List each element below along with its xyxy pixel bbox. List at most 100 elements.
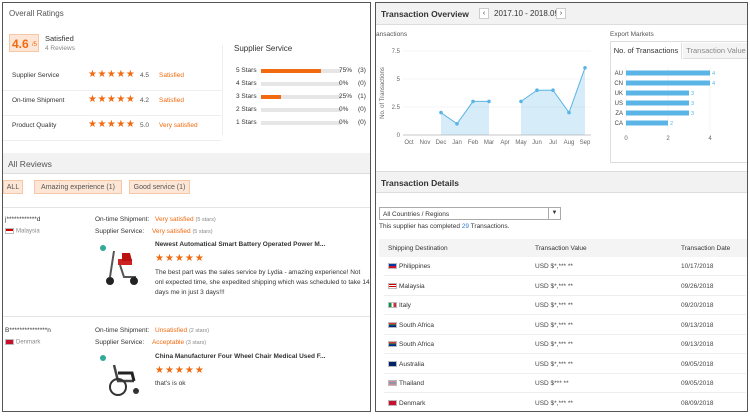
data-point[interactable] <box>535 88 539 92</box>
y-tick-label: 5 <box>397 77 401 83</box>
distribution-percent: 25% <box>339 93 353 100</box>
data-point[interactable] <box>567 110 571 115</box>
service-stars: (3 stars) <box>185 340 207 346</box>
product-title[interactable]: China Manufacturer Four Wheel Chair Medi… <box>155 353 326 360</box>
distribution-count: (3) <box>358 67 366 74</box>
destination-name: Malaysia <box>399 282 425 290</box>
x-tick-label: Oct <box>404 140 414 146</box>
product-title[interactable]: Newest Automatical Smart Battery Operate… <box>155 241 326 248</box>
y-tick-label: 2.5 <box>392 105 401 111</box>
distribution-count: (1) <box>358 93 366 100</box>
ontime-stars: (2 stars) <box>188 328 210 334</box>
area-fill <box>521 67 585 135</box>
ontime-label: On-time Shipment: <box>95 216 150 223</box>
table-row[interactable]: Thailand USD $*** ** 09/05/2018 <box>384 374 746 393</box>
details-header: Transaction Details <box>376 171 747 193</box>
destination-cell: Australia <box>388 361 424 368</box>
review-item: B***************n Denmark On-time Shipme… <box>3 317 370 411</box>
table-row[interactable]: South Africa USD $*,*** ** 09/13/2018 <box>384 316 746 335</box>
table-row[interactable]: South Africa USD $*,*** ** 09/13/2018 <box>384 335 746 354</box>
destination-name: Italy <box>399 302 411 309</box>
x-tick-label: Mar <box>484 140 494 146</box>
table-header: Shipping Destination Transaction Value T… <box>379 239 747 257</box>
rating-row: On-time Shipment ★★★★★ 4.2 Satisfied <box>3 92 221 116</box>
distribution-count: (0) <box>358 119 366 126</box>
category-label: UK <box>615 91 623 97</box>
chevron-left-icon[interactable]: ‹ <box>479 8 489 19</box>
tab-transaction-value[interactable]: Transaction Value <box>683 43 747 59</box>
area-chart-title: ansactions <box>376 31 408 38</box>
all-reviews-header: All Reviews <box>3 153 370 174</box>
divider <box>3 207 370 208</box>
data-point[interactable] <box>551 88 555 92</box>
review-text: The best part was the sales service by L… <box>155 269 370 296</box>
transaction-date: 09/26/2018 <box>681 282 714 290</box>
data-point[interactable] <box>471 99 475 104</box>
product-thumbnail[interactable] <box>96 241 146 291</box>
y-tick-label: 7.5 <box>392 49 401 55</box>
data-point[interactable] <box>439 110 443 115</box>
ontime-label: On-time Shipment: <box>95 327 150 334</box>
distribution-count: (0) <box>358 106 366 113</box>
filter-all-button[interactable]: ALL <box>3 180 23 194</box>
distribution-bar <box>261 95 341 99</box>
distribution-bar <box>261 121 341 125</box>
country-filter-select[interactable]: All Countries / Regions ▼ <box>379 207 561 220</box>
data-point[interactable] <box>519 99 523 104</box>
y-axis-label: No. of Transactions <box>380 67 386 119</box>
table-row[interactable]: Philippines USD $*,*** ** 10/17/2018 <box>384 257 746 276</box>
bar[interactable] <box>626 100 689 106</box>
distribution-percent: 0% <box>339 119 349 126</box>
table-row[interactable]: Malaysia USD $*,*** ** 09/26/2018 <box>384 277 746 296</box>
transaction-date: 09/05/2018 <box>681 380 714 387</box>
scooter-icon <box>100 245 138 285</box>
tab-number-of-transactions[interactable]: No. of Transactions <box>611 43 682 59</box>
review-rating-stars: ★★★★★ <box>155 365 205 376</box>
bar[interactable] <box>626 120 668 126</box>
bar-value-label: 3 <box>691 111 694 117</box>
filter-good-service-button[interactable]: Good service (1) <box>129 180 190 194</box>
data-point[interactable] <box>583 66 587 70</box>
transaction-value: USD $*,*** ** <box>535 341 573 348</box>
transactions-panel: Transaction Overview ‹ 2017.10 - 2018.09… <box>375 2 748 412</box>
score-value: 4.6 <box>12 37 29 51</box>
bar[interactable] <box>626 70 710 76</box>
table-row[interactable]: Italy USD $*,*** ** 09/20/2018 <box>384 296 746 315</box>
rating-label: Product Quality <box>12 122 57 129</box>
flag-icon <box>388 360 397 367</box>
column-header-date: Transaction Date <box>681 245 731 252</box>
chevron-down-icon[interactable]: ▼ <box>548 208 560 219</box>
bar[interactable] <box>626 110 689 116</box>
chevron-right-icon[interactable]: › <box>556 8 566 19</box>
distribution-bar <box>261 108 341 112</box>
bar-value-label: 2 <box>670 121 673 127</box>
distribution-label: 5 Stars <box>236 67 257 74</box>
score-box: 4.6 /5 <box>9 34 39 52</box>
series-line <box>440 100 489 125</box>
export-markets-title: Export Markets <box>610 31 654 38</box>
score-suffix: /5 <box>32 42 38 48</box>
rating-row: Product Quality ★★★★★ 5.0 Very satisfied <box>3 117 221 141</box>
distribution-label: 2 Stars <box>236 106 257 113</box>
date-range[interactable]: 2017.10 - 2018.09 <box>494 9 559 18</box>
table-row[interactable]: Australia USD $*,*** ** 09/05/2018 <box>384 355 746 374</box>
country-label: Malaysia <box>16 228 40 235</box>
table-row[interactable]: Denmark USD $*,*** ** 08/09/2018 <box>384 394 746 412</box>
distribution-count: (0) <box>358 80 366 87</box>
review-count: 4 Reviews <box>45 45 75 52</box>
rating-status: Very satisfied <box>159 122 198 129</box>
transaction-date: 08/09/2018 <box>681 399 714 407</box>
product-thumbnail[interactable] <box>96 351 146 401</box>
review-rating-stars: ★★★★★ <box>155 253 205 264</box>
distribution-label: 3 Stars <box>236 93 257 100</box>
completed-count[interactable]: 29 <box>461 223 469 230</box>
category-label: ZA <box>615 111 623 117</box>
data-point[interactable] <box>455 122 459 126</box>
rating-label: Supplier Service <box>12 72 60 79</box>
data-point[interactable] <box>487 99 491 104</box>
bar-value-label: 4 <box>712 81 715 87</box>
overview-title: Transaction Overview <box>381 9 469 19</box>
bar[interactable] <box>626 90 689 96</box>
bar[interactable] <box>626 80 710 86</box>
filter-amazing-experience-button[interactable]: Amazing experience (1) <box>34 180 122 194</box>
